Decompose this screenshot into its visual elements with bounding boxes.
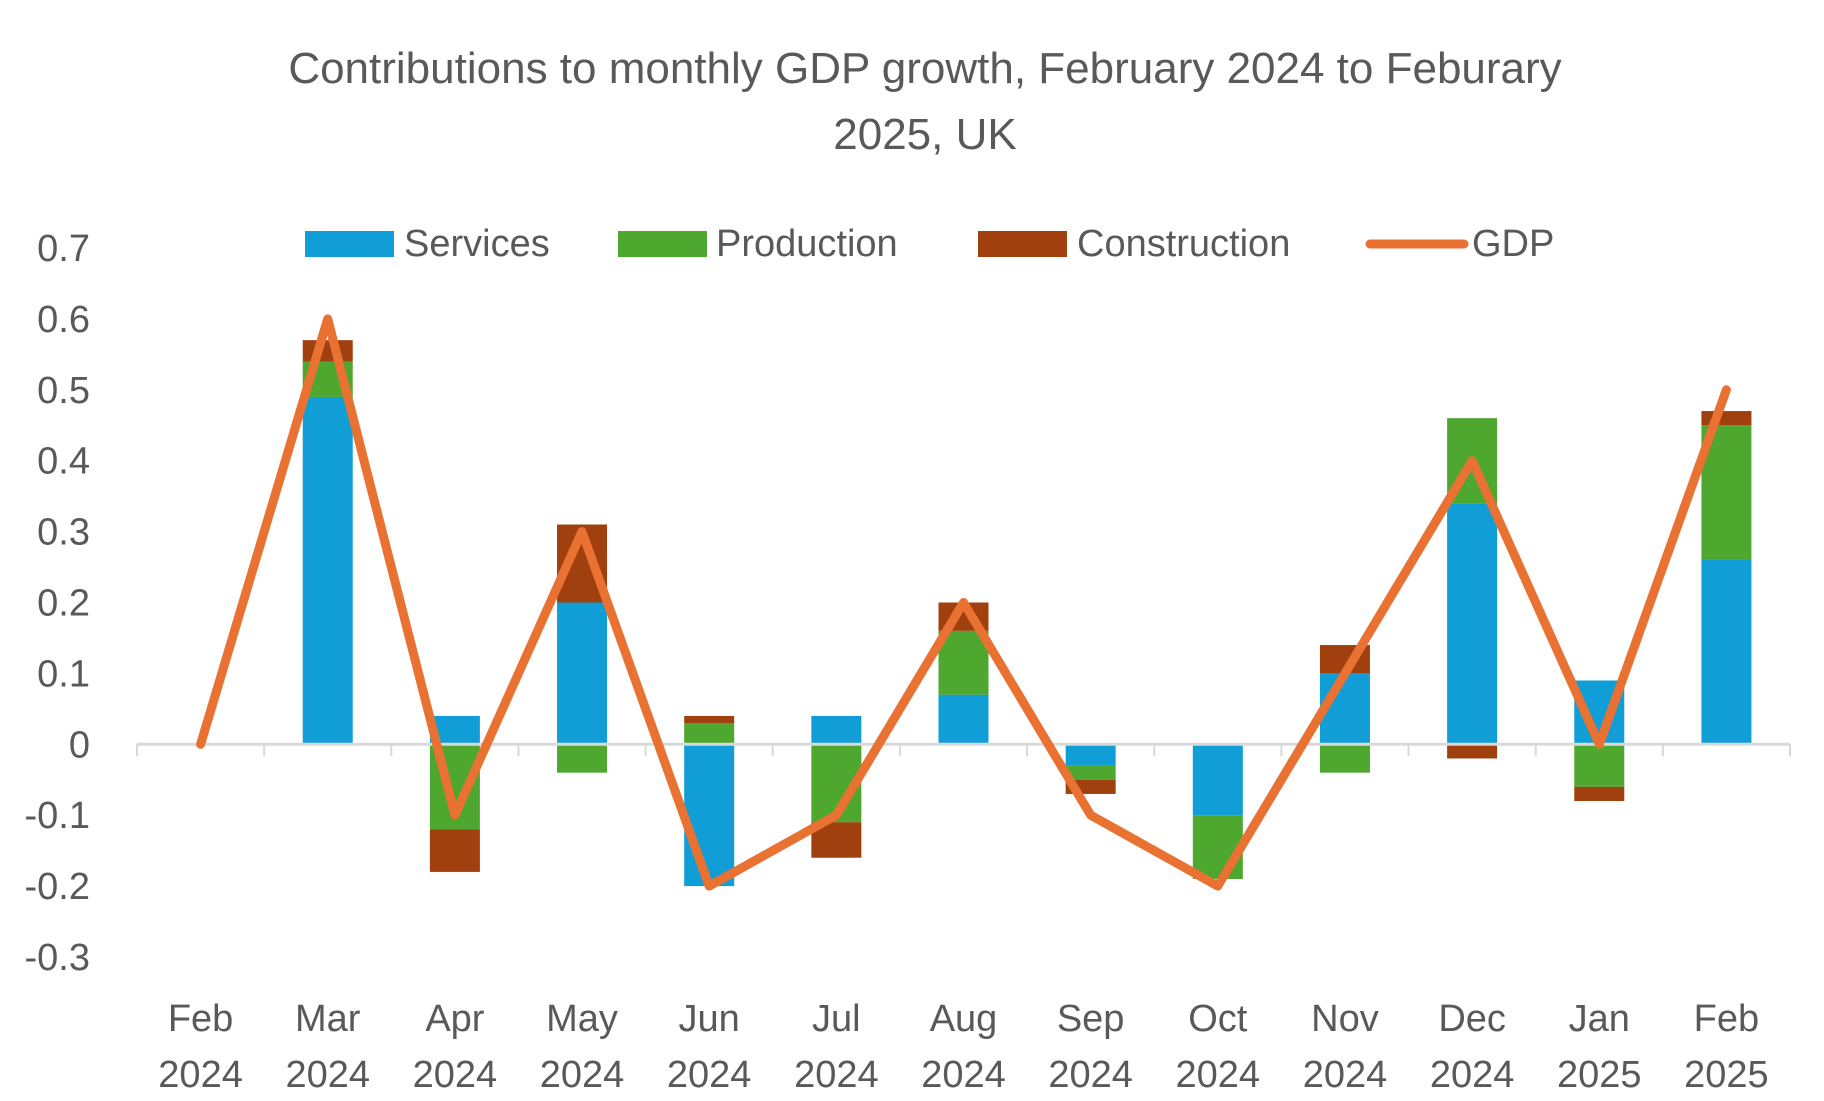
bar-production-8 — [1192, 815, 1243, 880]
x-tick-label-year: 2024 — [1048, 1054, 1133, 1096]
y-tick-label: 0.6 — [37, 299, 90, 341]
bar-construction-4 — [684, 715, 735, 724]
x-tick-label-month: Mar — [295, 998, 361, 1040]
y-tick-label: -0.3 — [25, 937, 90, 979]
y-tick-label: 0.2 — [37, 583, 90, 625]
bar-construction-10 — [1447, 744, 1498, 759]
bars — [302, 340, 1752, 887]
x-tick-label-year: 2024 — [285, 1054, 370, 1096]
x-tick-label-month: Nov — [1311, 998, 1379, 1040]
x-tick-label-month: Jun — [679, 998, 740, 1040]
x-axis: Feb 2024 Mar 2024 Apr 2024 May 2024 Jun 2024 Jul 20… — [136, 742, 1791, 1096]
x-tick-label-year: 2024 — [921, 1054, 1006, 1096]
legend-label-services: Services — [404, 223, 550, 265]
x-tick-label-year: 2024 — [540, 1054, 625, 1096]
bar-services-4 — [684, 744, 735, 887]
x-tick-label-year: 2024 — [794, 1054, 879, 1096]
x-tick-label-year: 2024 — [667, 1054, 752, 1096]
x-tick-label-month: Apr — [425, 998, 484, 1040]
x-tick-label-month: Jan — [1569, 998, 1630, 1040]
x-tick-label-year: 2025 — [1557, 1054, 1642, 1096]
bar-production-6 — [938, 630, 989, 695]
bar-construction-12 — [1701, 411, 1752, 426]
chart-title-line-1: Contributions to monthly GDP growth, Feb… — [288, 44, 1561, 93]
x-tick-label-month: Aug — [930, 998, 998, 1040]
y-tick-label: -0.1 — [25, 795, 90, 837]
y-tick-label: 0.3 — [37, 512, 90, 554]
bar-production-11 — [1574, 744, 1625, 787]
legend-swatch-services — [305, 231, 394, 257]
x-tick-label-year: 2024 — [413, 1054, 498, 1096]
y-tick-label: 0.1 — [37, 653, 90, 695]
legend-label-gdp: GDP — [1472, 223, 1554, 265]
y-tick-label: -0.2 — [25, 866, 90, 908]
x-tick-label-month: Jul — [812, 998, 861, 1040]
bar-production-7 — [1065, 765, 1116, 780]
x-tick-label-month: Sep — [1057, 998, 1125, 1040]
x-tick-label-year: 2024 — [1430, 1054, 1515, 1096]
bar-production-4 — [684, 723, 735, 745]
y-axis: 0.7 0.6 0.5 0.4 0.3 0.2 0.1 0 -0.1 -0.2 -0.3 — [25, 228, 90, 979]
bar-services-1 — [302, 396, 353, 745]
x-tick-label-year: 2025 — [1684, 1054, 1769, 1096]
legend-label-construction: Construction — [1077, 223, 1290, 265]
x-tick-label-year: 2024 — [1303, 1054, 1388, 1096]
x-tick-label-month: Feb — [1694, 998, 1759, 1040]
y-tick-label: 0 — [69, 724, 90, 766]
bar-services-3 — [557, 602, 608, 745]
bar-services-8 — [1192, 744, 1243, 816]
gdp-series — [196, 314, 1731, 891]
bar-construction-2 — [429, 829, 480, 872]
y-tick-label: 0.7 — [37, 228, 90, 270]
bar-production-9 — [1319, 744, 1370, 773]
bar-services-7 — [1065, 744, 1116, 766]
legend: Services Production Construction GDP — [305, 223, 1554, 265]
y-tick-label: 0.4 — [37, 441, 90, 483]
x-tick-label-month: Oct — [1188, 998, 1248, 1040]
x-tick-label-month: May — [546, 998, 618, 1040]
bar-construction-11 — [1574, 786, 1625, 802]
bar-production-3 — [557, 744, 608, 773]
x-tick-label-year: 2024 — [1176, 1054, 1261, 1096]
bar-services-6 — [938, 694, 989, 745]
bar-construction-1 — [302, 340, 353, 362]
x-tick-label-month: Feb — [168, 998, 233, 1040]
legend-swatch-construction — [978, 231, 1067, 257]
y-tick-label: 0.5 — [37, 370, 90, 412]
x-tick-label-month: Dec — [1438, 998, 1506, 1040]
chart-title-line-2: 2025, UK — [833, 110, 1016, 159]
bar-services-10 — [1447, 503, 1498, 745]
x-tick-label-year: 2024 — [158, 1054, 243, 1096]
bar-services-5 — [811, 715, 862, 745]
bar-services-12 — [1701, 559, 1752, 745]
legend-label-production: Production — [716, 223, 898, 265]
legend-swatch-production — [618, 231, 707, 257]
